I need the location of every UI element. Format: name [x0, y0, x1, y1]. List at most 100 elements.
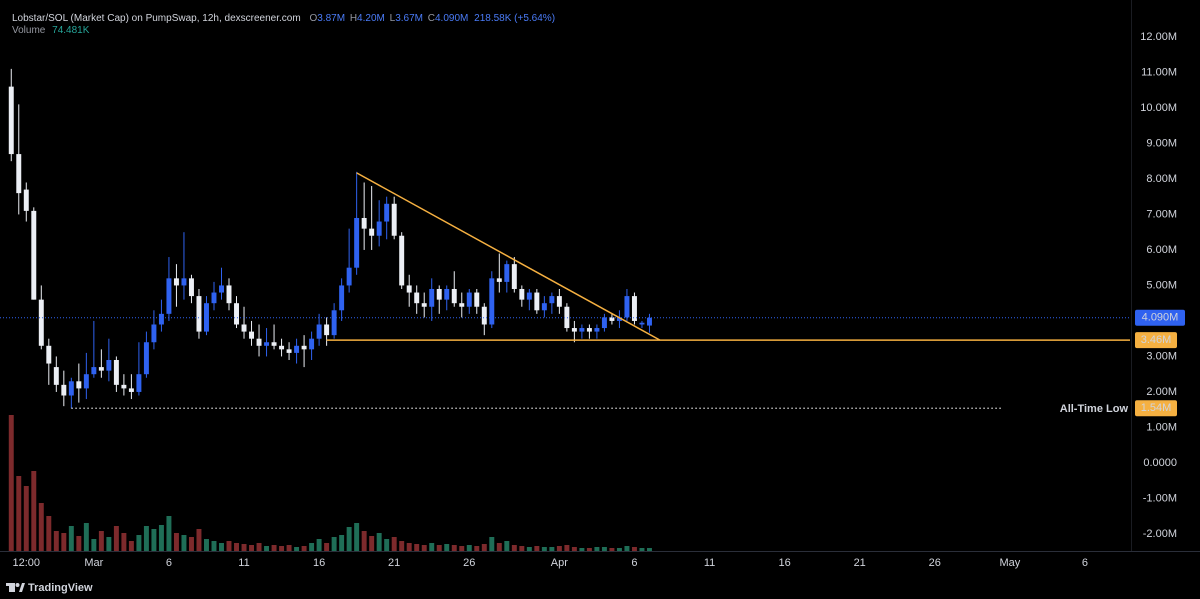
support-label: 3.46M [1141, 334, 1172, 346]
candle-body [436, 288, 442, 300]
volume-bar [414, 544, 420, 551]
y-tick-label: 1.00M [1146, 421, 1177, 433]
volume-bar [136, 535, 142, 551]
volume-bar [631, 547, 637, 551]
volume-bar [384, 539, 390, 551]
volume-bar [451, 545, 457, 551]
header-value: 4.20M [357, 13, 385, 24]
candle-body [609, 317, 615, 321]
atl-box [1135, 400, 1177, 417]
volume-bar [586, 548, 592, 551]
candle-body [136, 374, 142, 392]
y-tick-label: 12.00M [1140, 31, 1177, 43]
volume-bar [474, 546, 480, 551]
header-letter: C [428, 13, 435, 24]
volume-bar [549, 547, 555, 551]
candle-body [8, 86, 14, 155]
volume-bar [609, 548, 615, 551]
x-tick-label: 6 [166, 557, 172, 569]
candle-body [121, 384, 127, 389]
candle-body [271, 342, 277, 346]
x-tick-label: 16 [778, 557, 790, 569]
candle-body [631, 296, 637, 321]
y-tick-label: 5.00M [1146, 279, 1177, 291]
candle-body [61, 384, 67, 396]
x-tick-label: 26 [929, 557, 941, 569]
candle-body [181, 278, 187, 286]
candle-body [369, 228, 375, 236]
volume-bar [639, 548, 645, 551]
volume-header: Volume 74.481K [12, 25, 90, 36]
candle-body [31, 210, 37, 300]
volume-bar [436, 545, 442, 551]
candle-body [98, 367, 104, 371]
volume-bar [391, 537, 397, 551]
candle-body [496, 278, 502, 282]
volume-bar [61, 533, 67, 551]
candle-body [211, 292, 217, 304]
volume-bar [339, 535, 345, 551]
candle-body [384, 203, 390, 222]
header-letter: L [390, 13, 396, 24]
volume-bar [504, 541, 510, 551]
volume-bar [204, 539, 209, 551]
chart-title: Lobstar/SOL (Market Cap) on PumpSwap, 12… [12, 13, 301, 24]
candle-body [504, 264, 510, 282]
candle-body [414, 292, 420, 304]
volume-bar [264, 546, 270, 551]
candle-body [481, 306, 487, 325]
x-tick-label: Mar [84, 557, 103, 569]
volume-bar [166, 516, 172, 551]
volume-bar [489, 537, 495, 551]
volume-bar [294, 547, 300, 551]
brand: TradingView [28, 582, 93, 594]
x-tick-label: 21 [388, 557, 400, 569]
volume-bar [181, 535, 187, 551]
candle-body [196, 296, 202, 332]
volume-bar [466, 545, 472, 551]
volume-bar [256, 543, 262, 551]
candle-body [624, 296, 630, 318]
candle-body [564, 306, 570, 329]
candle-body [511, 264, 517, 289]
volume-bar [219, 543, 224, 551]
atl-text: All-Time Low [1060, 403, 1129, 415]
volume-bar [241, 544, 247, 551]
volume-bar [579, 548, 585, 551]
candle-body [316, 324, 322, 339]
candle-body [46, 345, 52, 364]
volume-bar [601, 547, 607, 551]
volume-bar [556, 546, 562, 551]
last-price-box [1135, 309, 1185, 326]
volume-bar [68, 526, 74, 551]
header-change: 218.58K (+5.64%) [474, 13, 555, 24]
candle-body [421, 303, 427, 307]
volume-bar [113, 526, 119, 551]
y-tick-label: 8.00M [1146, 173, 1177, 185]
volume-bar [128, 541, 134, 551]
header-value: 3.67M [395, 13, 423, 24]
volume-bar [211, 541, 217, 551]
x-tick-label: 12:00 [13, 557, 41, 569]
volume-bar [98, 531, 104, 551]
y-tick-label: -1.00M [1143, 492, 1177, 504]
volume-bar [369, 536, 375, 551]
y-tick-label: 3.00M [1146, 350, 1177, 362]
x-tick-label: 11 [238, 557, 249, 569]
volume-bar [421, 545, 427, 551]
candle-body [639, 322, 645, 325]
volume-bar [76, 536, 82, 551]
x-tick-label: 21 [854, 557, 866, 569]
candle-body [459, 303, 465, 307]
volume-bar [83, 523, 89, 551]
y-tick-label: 0.0000 [1143, 457, 1177, 469]
candle-body [601, 317, 607, 329]
volume-bar [158, 525, 164, 551]
candle-body [406, 285, 412, 293]
candle-body [549, 296, 555, 304]
volume-bar [496, 543, 502, 551]
y-tick-label: -2.00M [1143, 528, 1177, 540]
candle-body [331, 310, 337, 336]
volume-bar [279, 546, 285, 551]
candle-body [158, 313, 164, 325]
